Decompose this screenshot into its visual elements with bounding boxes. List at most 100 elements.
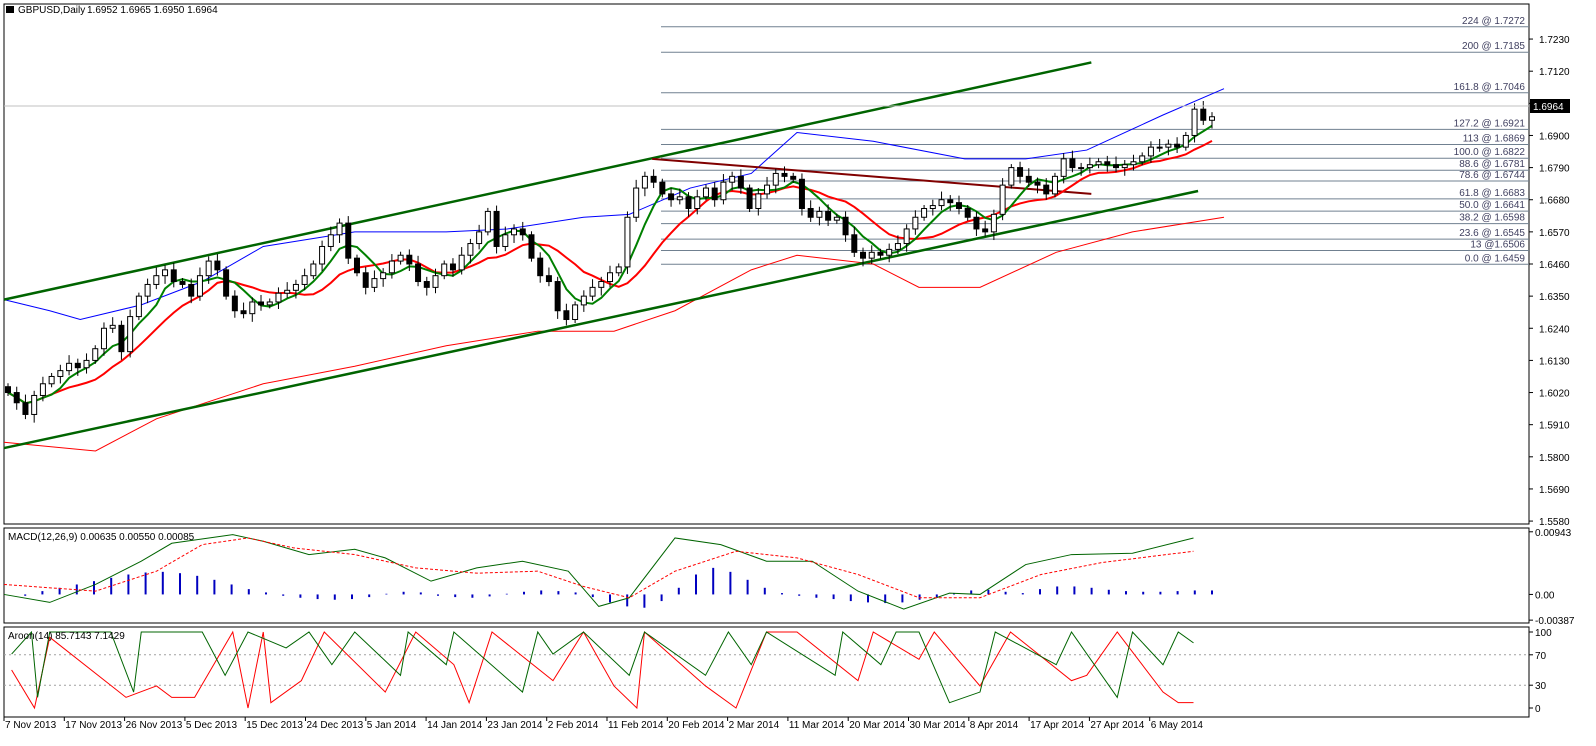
date-tick-label: 6 May 2014: [1151, 720, 1204, 731]
bull-candle-body: [598, 281, 605, 288]
candle: [572, 301, 579, 324]
bollinger-lower-band: [3, 216, 1225, 452]
bear-candle-body: [545, 275, 552, 283]
candle: [22, 394, 29, 420]
macd-signal-line: [3, 537, 1194, 599]
chart-menu-icon[interactable]: [6, 6, 14, 13]
bull-candle-body: [580, 295, 587, 306]
bull-candle-body: [1147, 146, 1154, 157]
candle: [223, 266, 230, 300]
macd-tick-label: -0.00387: [1535, 616, 1575, 627]
bull-candle-body: [153, 275, 160, 285]
candle: [441, 260, 448, 280]
bear-candle-body: [1043, 184, 1050, 195]
macd-tick-label: 0.00943: [1535, 528, 1572, 539]
bull-candle-body: [929, 205, 936, 209]
bear-candle-body: [877, 251, 884, 256]
candle: [397, 251, 404, 265]
bear-candle-body: [118, 324, 125, 353]
bear-candle-body: [982, 228, 989, 233]
candle: [92, 345, 99, 364]
aroon-tick-label: 70: [1535, 651, 1547, 662]
candle: [310, 260, 317, 280]
price-tick-label: 1.6680: [1539, 196, 1570, 207]
candle: [798, 173, 805, 216]
bull-candle-body: [1191, 108, 1198, 136]
bull-candle-body: [624, 216, 631, 268]
bear-candle-body: [1200, 108, 1207, 121]
candle: [1104, 155, 1111, 172]
bear-candle-body: [1104, 161, 1111, 166]
candle: [580, 290, 587, 312]
bear-candle-body: [258, 301, 265, 306]
bear-candle-body: [415, 263, 422, 283]
bull-candle-body: [467, 243, 474, 256]
candle: [266, 298, 273, 309]
bull-candle-body: [502, 234, 509, 247]
bear-candle-body: [964, 207, 971, 218]
bull-candle-body: [48, 375, 55, 385]
bear-candle-body: [406, 254, 413, 265]
macd-title: MACD(12,26,9) 0.00635 0.00550 0.00085: [8, 532, 195, 543]
candle: [1147, 141, 1154, 163]
price-tick-label: 1.6240: [1539, 324, 1570, 335]
fib-level-label: 23.6 @ 1.6545: [1459, 228, 1525, 239]
bear-candle-body: [825, 210, 832, 221]
candle: [1043, 178, 1050, 200]
candle: [371, 270, 378, 293]
candle: [1051, 172, 1058, 198]
candle: [39, 376, 46, 402]
macd-main-line: [3, 534, 1194, 610]
candle: [205, 256, 212, 284]
bear-candle-body: [362, 272, 369, 288]
fib-level-label: 88.6 @ 1.6781: [1459, 159, 1525, 170]
candle: [336, 218, 343, 243]
candle: [633, 179, 640, 222]
candle: [380, 268, 387, 287]
bull-candle-body: [729, 175, 736, 183]
bull-candle-body: [39, 383, 46, 396]
fib-level-label: 100.0 @ 1.6822: [1454, 147, 1526, 158]
channel-upper-line: [3, 61, 1092, 301]
bull-candle-body: [266, 301, 273, 306]
fib-level-label: 224 @ 1.7272: [1462, 16, 1525, 27]
candle: [851, 226, 858, 257]
candle: [868, 245, 875, 264]
candle: [563, 303, 570, 326]
bear-candle-body: [659, 181, 666, 195]
date-tick-label: 5 Jan 2014: [367, 720, 417, 731]
date-tick-label: 23 Jan 2014: [487, 720, 542, 731]
candle: [319, 240, 326, 272]
fib-level-label: 78.6 @ 1.6744: [1459, 170, 1525, 181]
aroon-panel-frame: [3, 626, 1530, 718]
bull-candle-body: [1209, 116, 1215, 121]
candle: [196, 267, 203, 301]
bull-candle-body: [702, 187, 709, 198]
candle: [921, 204, 928, 221]
fib-level-label: 0.0 @ 1.6459: [1465, 253, 1526, 264]
price-tick-label: 1.7120: [1539, 67, 1570, 78]
candle: [764, 176, 771, 199]
bull-candle-body: [336, 222, 343, 236]
bull-candle-body: [458, 254, 465, 271]
candle: [624, 211, 631, 274]
candle: [449, 258, 456, 277]
bull-candle-body: [1130, 161, 1137, 166]
bull-candle-body: [371, 278, 378, 288]
candle: [458, 247, 465, 275]
bear-candle-body: [223, 269, 230, 297]
bear-candle-body: [231, 295, 238, 312]
bull-candle-body: [1095, 161, 1102, 166]
bear-candle-body: [650, 175, 657, 183]
candle: [301, 268, 308, 291]
bull-candle-body: [894, 243, 901, 250]
candle: [57, 364, 64, 384]
bull-candle-body: [127, 316, 134, 353]
bull-candle-body: [301, 275, 308, 285]
price-tick-label: 1.6020: [1539, 389, 1570, 400]
candle: [912, 210, 919, 235]
macd-panel-frame: [3, 527, 1530, 624]
bull-candle-body: [1165, 143, 1172, 148]
